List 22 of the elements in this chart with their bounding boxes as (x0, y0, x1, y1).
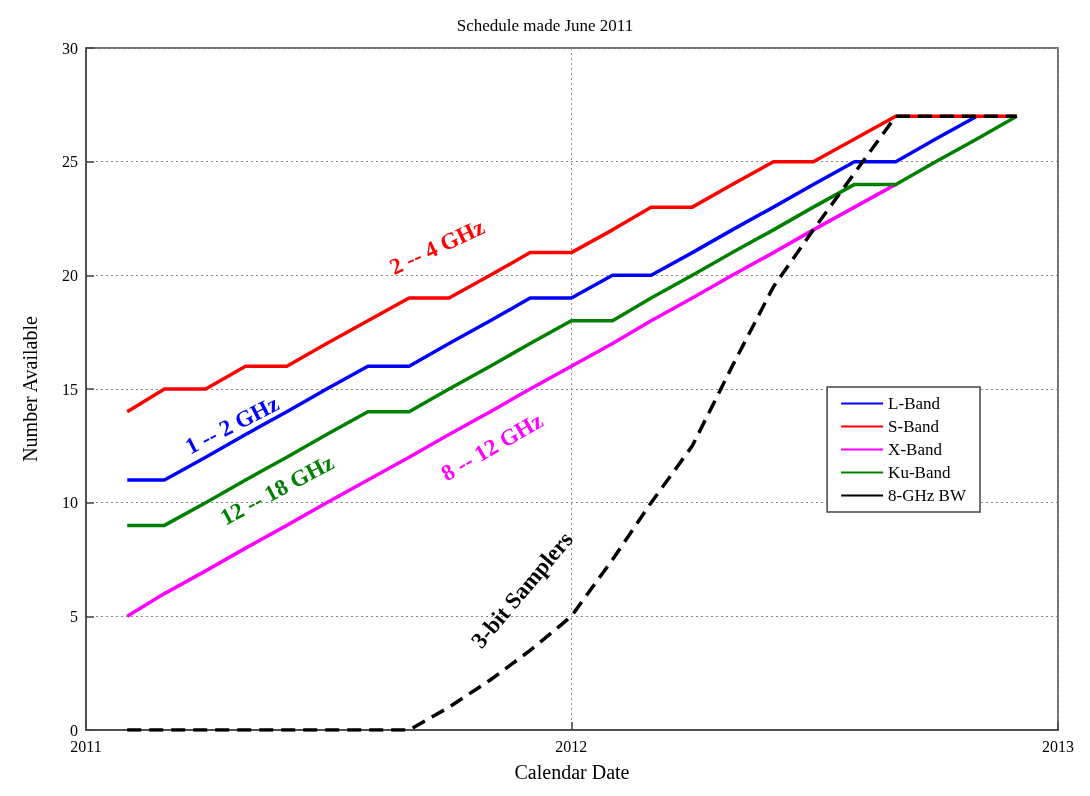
y-tick-label: 20 (62, 266, 78, 284)
y-tick-label: 0 (70, 721, 78, 739)
y-tick-label: 25 (62, 153, 78, 171)
x-tick-label: 2012 (555, 737, 588, 755)
line-series (125, 114, 1019, 528)
annotation: 8 -- 12 GHz (436, 407, 548, 487)
chart-title: Schedule made June 2011 (456, 16, 634, 35)
y-axis-title: Number Available (19, 316, 41, 462)
annotation: 2 -- 4 GHz (385, 214, 489, 280)
legend-label: Ku-Band (888, 463, 951, 482)
x-axis-title: Calendar Date (514, 761, 630, 783)
legend-label: 8-GHz BW (888, 486, 967, 505)
legend-label: X-Band (888, 440, 943, 459)
x-tick-label: 2011 (70, 737, 102, 755)
y-tick-label: 10 (62, 494, 78, 512)
y-tick-label: 30 (62, 39, 78, 57)
y-tick-label: 15 (62, 380, 78, 398)
legend-label: S-Band (888, 417, 940, 436)
x-tick-label: 2013 (1042, 737, 1074, 755)
legend-label: L-Band (888, 394, 941, 413)
y-tick-label: 5 (70, 607, 78, 625)
line-series (125, 114, 1019, 732)
